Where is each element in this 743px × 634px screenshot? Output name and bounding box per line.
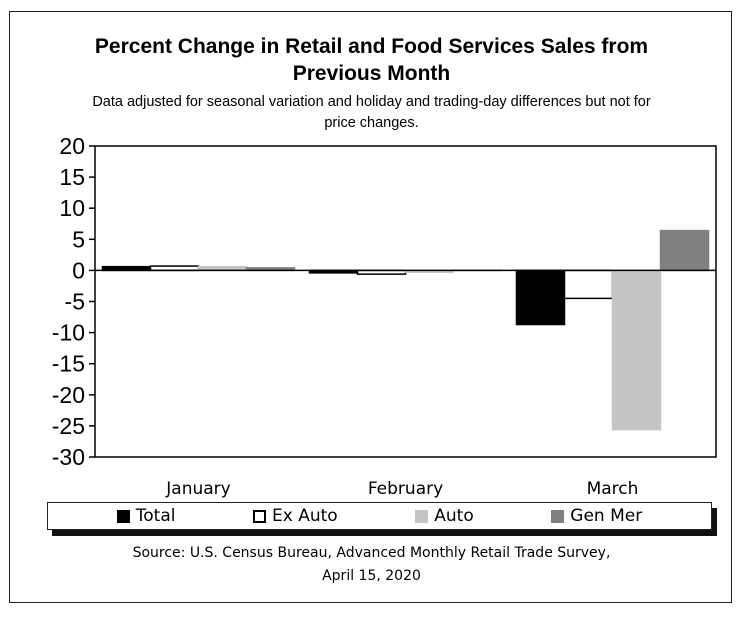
legend-item-auto: Auto [415,506,474,526]
legend-label: Total [135,506,176,526]
legend-swatch [116,509,130,523]
source-note-line-1: Source: U.S. Census Bureau, Advanced Mon… [132,545,611,561]
bar-auto-march [611,269,662,431]
legend-swatch [415,509,429,523]
chart-title-line-2: Previous Month [292,62,451,85]
chart-title-line-1: Percent Change in Retail and Food Servic… [94,35,649,58]
legend-label: Auto [434,506,474,526]
legend-swatch [253,509,267,523]
bar-chart: 20 15 10 5 0 -5 -10 -15 -20 -25 -30 January February… [52,133,717,499]
y-tick-label: -5 [65,289,85,315]
x-category-label: February [368,479,443,499]
y-tick-label: -30 [52,444,85,470]
legend-item-total: Total [116,506,176,526]
legend-item-ex-auto: Ex Auto [253,506,338,526]
x-category-label: January [165,479,230,499]
chart-subtitle-line-1: Data adjusted for seasonal variation and… [92,94,651,110]
source-note-line-2: April 15, 2020 [322,568,421,584]
y-tick-label: 15 [59,164,85,190]
legend-item-gen-mer: Gen Mer [551,506,642,526]
x-category-label: March [587,479,639,499]
bar-ex-auto-march [563,269,614,300]
chart-subtitle-line-2: price changes. [324,115,419,131]
y-tick-label: 20 [59,133,85,159]
y-tick-label: -25 [52,413,85,439]
y-tick-label: 5 [72,226,85,252]
y-tick-label: -10 [52,320,85,346]
bar-total-march [515,269,566,326]
y-tick-label: -15 [52,351,85,377]
y-tick-label: -20 [52,382,85,408]
bar-gen-mer-march [659,229,710,272]
y-tick-label: 0 [72,257,85,283]
y-tick-label: 10 [59,195,85,221]
legend-label: Ex Auto [272,506,338,526]
legend-label: Gen Mer [570,506,643,526]
chart-legend: Total Ex Auto Auto Gen Mer [47,502,712,530]
legend-swatch [551,509,565,523]
